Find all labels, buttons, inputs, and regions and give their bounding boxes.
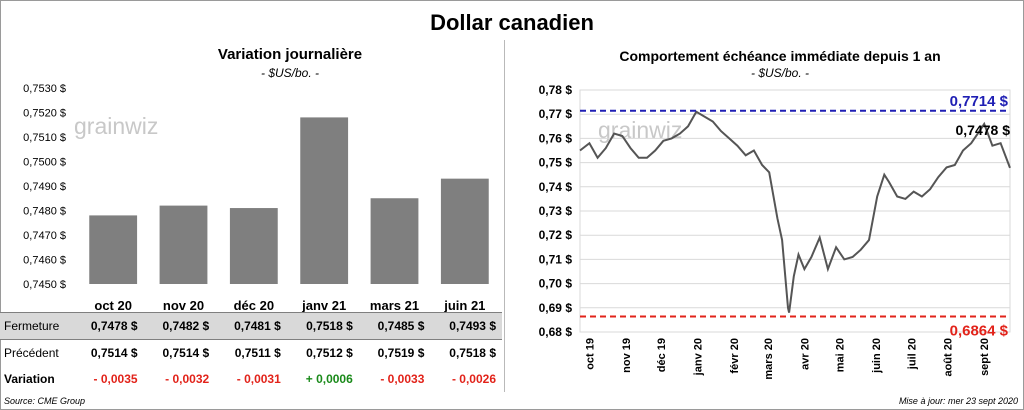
right-subtitle: Comportement échéance immédiate depuis 1… [619,48,941,64]
x-tick-label: mai 20 [835,338,847,372]
row-label: Précédent [4,346,59,360]
table-cell-change: - 0,0033 [380,372,425,386]
source-note: Source: CME Group [4,396,86,406]
bar [229,208,278,284]
table-cell: 0,7478 $ [72,312,144,340]
y-tick-label: 0,68 $ [539,325,573,339]
y-tick-label: 0,7520 $ [23,108,66,120]
y-tick-label: 0,7490 $ [23,181,66,193]
x-tick-label: juin 21 [443,298,485,313]
y-tick-label: 0,7470 $ [23,230,66,242]
y-tick-label: 0,76 $ [539,131,573,145]
panel-divider [504,40,505,392]
daily-table: Fermeture 0,7478 $ 0,7482 $ 0,7481 $ 0,7… [0,312,502,392]
y-tick-label: 0,7480 $ [23,206,66,218]
left-unit: - $US/bo. - [260,66,320,80]
bar [440,178,489,284]
y-tick-label: 0,70 $ [539,277,573,291]
x-tick-label: oct 19 [584,338,596,370]
x-tick-label: janv 20 [692,338,704,376]
x-tick-label: nov 20 [163,298,204,313]
y-tick-label: 0,69 $ [539,301,573,315]
y-tick-label: 0,78 $ [539,83,573,97]
bar-chart: grainwiz 0,7450 $ 0,7460 $ 0,7470 $ 0,7480 … [23,83,489,313]
table-cell: 0,7518 $ [449,346,496,360]
table-row-precedent: Précédent 0,7514 $ 0,7514 $ 0,7511 $ 0,7… [0,340,502,367]
x-tick-label: août 20 [943,338,955,377]
right-unit: - $US/bo. - [750,66,810,80]
x-tick-label: sept 20 [979,338,991,376]
table-cell: 0,7481 $ [215,312,287,340]
table-cell: 0,7519 $ [377,346,425,360]
table-cell: 0,7518 $ [286,312,359,340]
high-label: 0,7714 $ [950,93,1009,110]
y-tick-label: 0,72 $ [539,228,573,242]
bar [89,215,138,284]
table-row-fermeture: Fermeture 0,7478 $ 0,7482 $ 0,7481 $ 0,7… [0,312,502,340]
bar [159,205,208,284]
x-tick-label: avr 20 [799,338,811,370]
last-value-label: 0,7478 $ [956,122,1011,138]
line-chart: grainwiz 0,68 $0,69 $0,70 $0,71 $0,72 $0… [539,83,1011,380]
row-label: Fermeture [0,312,72,340]
low-label: 0,6864 $ [950,323,1009,340]
price-series-line [579,110,1011,313]
page-title: Dollar canadien [430,10,594,35]
table-row-variation: Variation - 0,0035 - 0,0032 - 0,0031 + 0… [0,366,502,392]
y-tick-label: 0,7500 $ [23,157,66,169]
bar-watermark: grainwiz [74,113,158,139]
table-cell-change: - 0,0031 [236,372,281,386]
table-cell: 0,7511 $ [234,346,281,360]
x-tick-label: janv 21 [301,298,346,313]
x-tick-label: déc 20 [234,298,274,313]
table-cell: 0,7493 $ [430,312,502,340]
y-tick-label: 0,77 $ [539,107,573,121]
y-tick-label: 0,74 $ [539,180,573,194]
bar [370,198,419,284]
table-cell-change: - 0,0035 [93,372,138,386]
x-tick-label: mars 21 [370,298,419,313]
y-tick-label: 0,7460 $ [23,255,66,267]
y-tick-label: 0,7450 $ [23,279,66,291]
x-tick-label: juin 20 [871,338,883,374]
table-cell: 0,7482 $ [143,312,216,340]
row-label: Variation [4,372,55,386]
table-cell-change: + 0,0006 [305,372,353,386]
y-tick-label: 0,73 $ [539,204,573,218]
y-tick-label: 0,7510 $ [23,132,66,144]
x-tick-label: mars 20 [763,338,775,380]
bar [300,117,349,285]
x-tick-label: déc 19 [656,338,668,372]
table-cell-change: - 0,0026 [451,372,496,386]
table-cell-change: - 0,0032 [165,372,210,386]
y-tick-label: 0,7530 $ [23,83,66,95]
y-tick-label: 0,71 $ [539,252,573,266]
update-note: Mise à jour: mer 23 sept 2020 [898,396,1018,406]
x-tick-label: juil 20 [906,338,918,370]
x-tick-label: févr 20 [729,338,741,373]
table-cell: 0,7514 $ [90,346,138,360]
left-subtitle: Variation journalière [217,46,363,63]
table-cell: 0,7514 $ [162,346,210,360]
table-cell: 0,7485 $ [358,312,431,340]
y-tick-label: 0,75 $ [539,156,573,170]
table-cell: 0,7512 $ [306,346,353,360]
x-tick-label: oct 20 [94,298,132,313]
x-tick-label: nov 19 [621,338,633,373]
